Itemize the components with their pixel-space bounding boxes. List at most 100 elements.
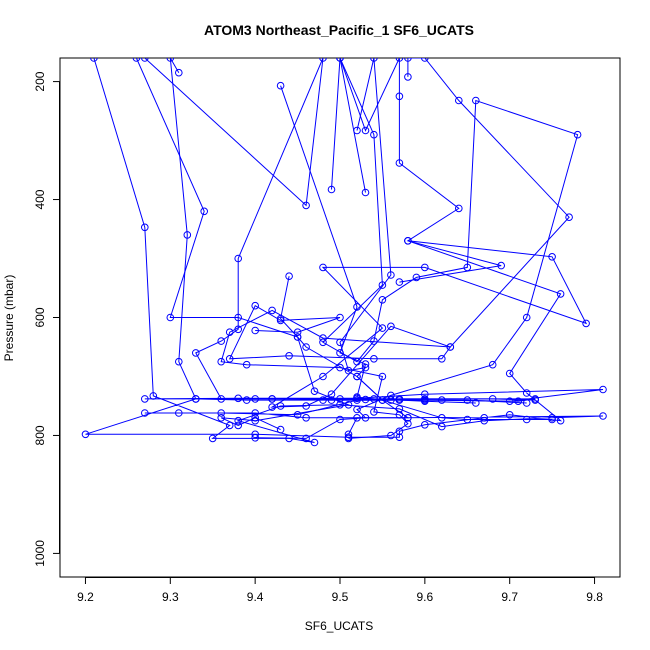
data-point <box>175 409 183 417</box>
data-point <box>268 395 276 403</box>
x-tick-label: 9.2 <box>77 590 94 604</box>
y-tick-label: 400 <box>33 189 47 209</box>
data-point <box>421 58 429 62</box>
data-point <box>421 397 429 406</box>
data-point <box>310 438 319 447</box>
data-point <box>234 254 242 263</box>
data-point <box>395 411 404 419</box>
data-point <box>302 343 310 351</box>
data-point <box>565 213 573 221</box>
data-point <box>599 412 607 420</box>
data-point <box>378 296 387 304</box>
data-point <box>404 73 412 81</box>
data-point <box>344 430 353 439</box>
data-point <box>293 411 302 419</box>
data-point <box>446 343 455 351</box>
data-point <box>395 278 404 286</box>
data-point <box>488 360 497 369</box>
chart-title: ATOM3 Northeast_Pacific_1 SF6_UCATS <box>204 22 474 38</box>
data-point <box>175 68 183 77</box>
data-point <box>319 263 327 272</box>
data-point <box>522 399 531 407</box>
data-point <box>192 349 200 357</box>
data-point <box>336 58 344 62</box>
data-point <box>353 393 361 401</box>
data-point <box>336 313 344 322</box>
data-point <box>251 409 259 417</box>
data-point <box>505 397 514 406</box>
data-point <box>395 92 404 101</box>
data-point <box>556 290 565 298</box>
series-layer <box>81 58 607 447</box>
data-point <box>387 271 395 279</box>
data-point <box>217 395 225 403</box>
data-point <box>421 421 429 429</box>
data-point <box>251 414 259 422</box>
data-point <box>370 130 378 139</box>
data-point <box>208 434 217 443</box>
series-line-10 <box>280 276 553 420</box>
data-point <box>514 397 523 406</box>
y-tick-label: 600 <box>33 307 47 327</box>
y-tick-label: 200 <box>33 71 47 91</box>
data-point <box>217 337 225 345</box>
data-point <box>234 394 242 403</box>
data-point <box>387 391 395 400</box>
data-point <box>319 338 327 347</box>
data-point <box>234 421 242 430</box>
data-point <box>344 434 353 443</box>
data-point <box>404 414 412 422</box>
data-point <box>268 403 276 411</box>
data-point <box>276 314 285 323</box>
data-point <box>336 363 344 372</box>
data-point <box>387 322 395 331</box>
data-point <box>480 414 489 422</box>
data-point <box>251 326 259 335</box>
series-line-9 <box>220 58 570 439</box>
data-point <box>285 352 293 360</box>
data-point <box>548 252 556 261</box>
data-point <box>327 396 336 404</box>
data-point <box>353 414 361 422</box>
data-point <box>90 58 98 62</box>
data-point <box>344 401 353 409</box>
data-point <box>412 273 421 282</box>
data-point <box>293 328 302 337</box>
data-point <box>225 328 234 337</box>
data-point <box>404 237 412 245</box>
data-point <box>387 431 395 440</box>
data-point <box>319 372 327 381</box>
x-tick-label: 9.3 <box>162 590 179 604</box>
data-point <box>344 366 353 375</box>
data-point <box>556 416 565 425</box>
y-tick-label: 1000 <box>33 540 47 567</box>
data-point <box>378 324 387 332</box>
data-point <box>251 430 259 439</box>
data-point <box>395 433 404 442</box>
data-point <box>217 357 225 366</box>
data-point <box>438 355 446 363</box>
data-point <box>149 392 158 400</box>
data-point <box>192 395 200 403</box>
data-point <box>455 204 463 213</box>
x-tick-label: 9.5 <box>332 590 349 604</box>
data-point <box>582 319 590 328</box>
data-point <box>141 409 149 417</box>
data-point <box>370 408 378 416</box>
data-point <box>336 415 344 424</box>
data-point <box>302 402 310 410</box>
data-point <box>488 395 497 403</box>
data-point <box>319 334 327 342</box>
data-point <box>242 360 251 369</box>
data-point <box>361 395 370 404</box>
x-axis-label: SF6_UCATS <box>305 619 373 633</box>
data-point <box>234 416 242 425</box>
series-line-8 <box>339 58 502 283</box>
data-point <box>302 201 310 210</box>
data-point <box>522 313 531 322</box>
data-point <box>251 434 259 442</box>
data-point <box>302 414 310 422</box>
data-point <box>353 405 361 414</box>
series-line-7 <box>339 58 410 435</box>
